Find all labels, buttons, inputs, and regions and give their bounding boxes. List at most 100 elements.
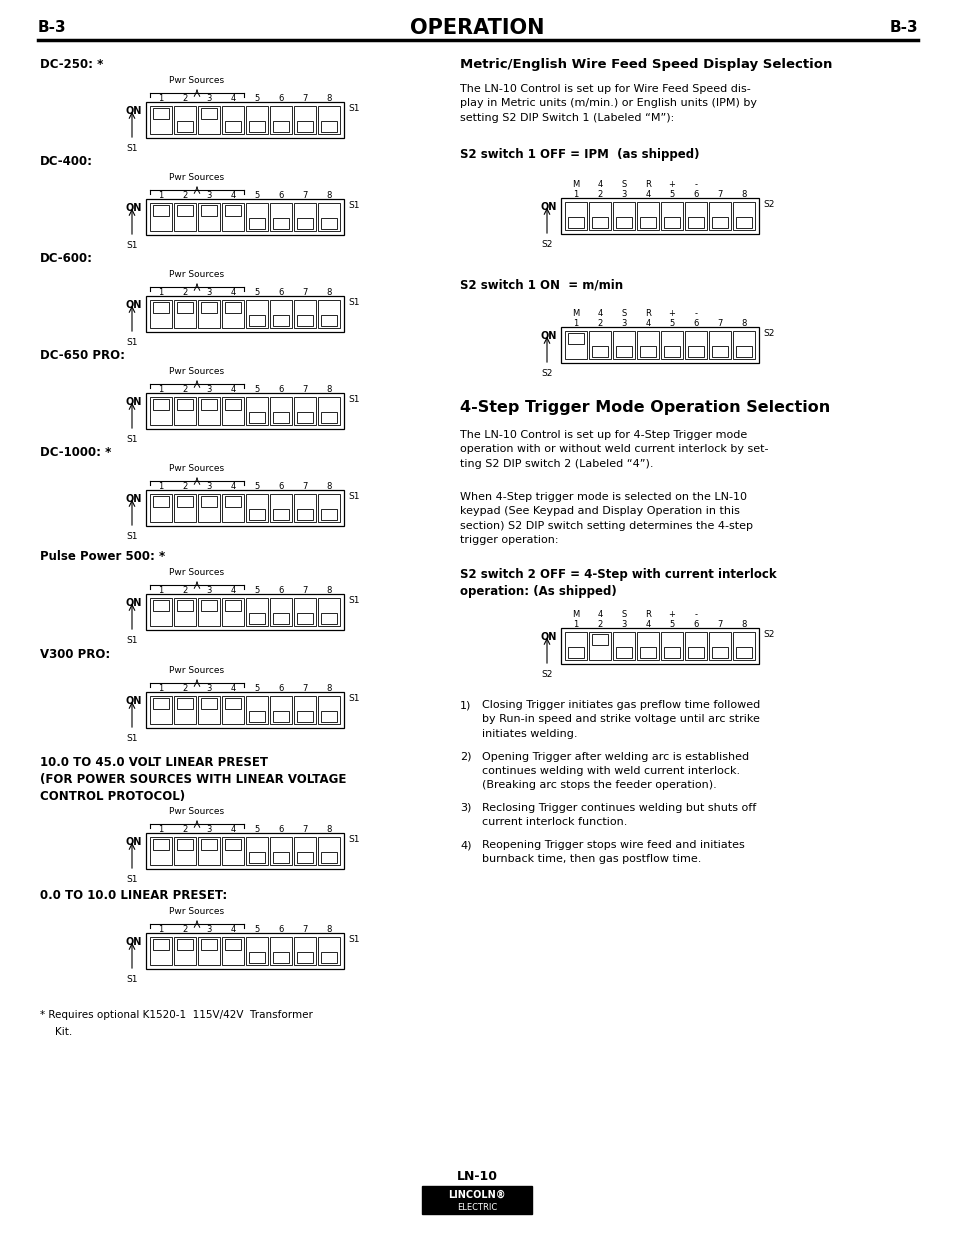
Bar bbox=[198, 203, 220, 231]
Text: S2: S2 bbox=[762, 630, 774, 638]
Bar bbox=[687, 346, 703, 357]
Text: 4: 4 bbox=[230, 288, 235, 296]
Bar bbox=[297, 852, 313, 863]
Bar bbox=[201, 495, 216, 508]
Text: ON: ON bbox=[126, 396, 142, 408]
Text: S2: S2 bbox=[540, 369, 552, 378]
Text: 5: 5 bbox=[254, 684, 259, 693]
Text: 4: 4 bbox=[644, 620, 650, 629]
Text: M: M bbox=[572, 180, 579, 189]
Bar bbox=[222, 837, 244, 864]
Text: S: S bbox=[620, 180, 626, 189]
Text: S: S bbox=[620, 309, 626, 317]
Bar bbox=[225, 839, 240, 851]
Bar bbox=[222, 300, 244, 329]
Bar bbox=[249, 951, 264, 963]
Text: S1: S1 bbox=[126, 636, 137, 645]
Text: Reopening Trigger stops wire feed and initiates
burnback time, then gas postflow: Reopening Trigger stops wire feed and in… bbox=[481, 840, 744, 864]
Text: 4: 4 bbox=[644, 319, 650, 329]
Text: S1: S1 bbox=[126, 876, 137, 884]
Bar bbox=[297, 121, 313, 132]
Bar bbox=[173, 300, 195, 329]
Bar bbox=[201, 301, 216, 314]
Bar bbox=[249, 613, 264, 625]
Text: 1: 1 bbox=[158, 385, 164, 394]
Text: 7: 7 bbox=[302, 684, 308, 693]
Bar bbox=[321, 852, 336, 863]
Bar bbox=[198, 396, 220, 425]
Bar bbox=[273, 509, 289, 520]
Text: 1: 1 bbox=[573, 190, 578, 199]
Text: 3: 3 bbox=[206, 925, 212, 934]
Bar bbox=[225, 205, 240, 216]
Text: S1: S1 bbox=[126, 974, 137, 984]
Text: 1: 1 bbox=[158, 191, 164, 200]
Text: The LN-10 Control is set up for Wire Feed Speed dis-
play in Metric units (m/min: The LN-10 Control is set up for Wire Fee… bbox=[459, 84, 757, 122]
Bar bbox=[173, 598, 195, 626]
Text: S1: S1 bbox=[348, 298, 359, 308]
Bar bbox=[153, 205, 169, 216]
Text: 3: 3 bbox=[620, 620, 626, 629]
Text: 8: 8 bbox=[740, 190, 746, 199]
Text: Metric/English Wire Feed Speed Display Selection: Metric/English Wire Feed Speed Display S… bbox=[459, 58, 832, 70]
Bar bbox=[249, 217, 264, 230]
Bar bbox=[177, 399, 193, 410]
Bar bbox=[616, 346, 631, 357]
Bar bbox=[153, 839, 169, 851]
Bar bbox=[321, 121, 336, 132]
Bar bbox=[712, 346, 727, 357]
Bar bbox=[736, 647, 751, 658]
Text: 2: 2 bbox=[597, 190, 602, 199]
Text: 3): 3) bbox=[459, 803, 471, 813]
Bar bbox=[297, 411, 313, 424]
Bar bbox=[273, 217, 289, 230]
Text: ON: ON bbox=[540, 632, 557, 642]
Bar bbox=[153, 107, 169, 120]
Bar bbox=[198, 837, 220, 864]
Text: When 4-Step trigger mode is selected on the LN-10
keypad (See Keypad and Display: When 4-Step trigger mode is selected on … bbox=[459, 492, 752, 545]
Text: DC-250: *: DC-250: * bbox=[40, 58, 103, 70]
Bar bbox=[317, 494, 339, 522]
Text: 3: 3 bbox=[206, 482, 212, 492]
Text: 2: 2 bbox=[182, 684, 188, 693]
Bar bbox=[637, 331, 659, 359]
Text: 7: 7 bbox=[717, 319, 722, 329]
Text: +: + bbox=[668, 309, 675, 317]
Bar bbox=[249, 121, 264, 132]
Text: 5: 5 bbox=[254, 385, 259, 394]
Bar bbox=[270, 300, 292, 329]
Bar bbox=[177, 301, 193, 314]
Text: 6: 6 bbox=[278, 191, 283, 200]
Text: 6: 6 bbox=[693, 319, 698, 329]
Bar bbox=[639, 346, 655, 357]
Bar bbox=[613, 632, 635, 659]
Text: Pwr Sources: Pwr Sources bbox=[170, 806, 224, 816]
Bar bbox=[568, 647, 583, 658]
Bar bbox=[270, 598, 292, 626]
Bar bbox=[613, 331, 635, 359]
Bar bbox=[198, 494, 220, 522]
Bar bbox=[153, 495, 169, 508]
Bar bbox=[294, 937, 315, 965]
Text: Pwr Sources: Pwr Sources bbox=[170, 666, 224, 676]
Text: S1: S1 bbox=[348, 104, 359, 112]
Text: 5: 5 bbox=[254, 825, 259, 834]
Bar bbox=[222, 203, 244, 231]
Text: ON: ON bbox=[126, 697, 142, 706]
Text: 3: 3 bbox=[206, 385, 212, 394]
Bar bbox=[246, 598, 268, 626]
Text: 8: 8 bbox=[326, 585, 332, 595]
Text: 1: 1 bbox=[573, 620, 578, 629]
Bar bbox=[270, 106, 292, 135]
Bar bbox=[684, 331, 706, 359]
Bar bbox=[225, 301, 240, 314]
Text: Pwr Sources: Pwr Sources bbox=[170, 906, 224, 916]
Bar bbox=[246, 697, 268, 724]
Text: B-3: B-3 bbox=[888, 21, 917, 36]
Text: Pwr Sources: Pwr Sources bbox=[170, 464, 224, 473]
Text: operation: (As shipped): operation: (As shipped) bbox=[459, 585, 616, 598]
Text: 8: 8 bbox=[326, 825, 332, 834]
Bar bbox=[568, 216, 583, 228]
Bar bbox=[270, 203, 292, 231]
Text: (FOR POWER SOURCES WITH LINEAR VOLTAGE: (FOR POWER SOURCES WITH LINEAR VOLTAGE bbox=[40, 773, 346, 785]
